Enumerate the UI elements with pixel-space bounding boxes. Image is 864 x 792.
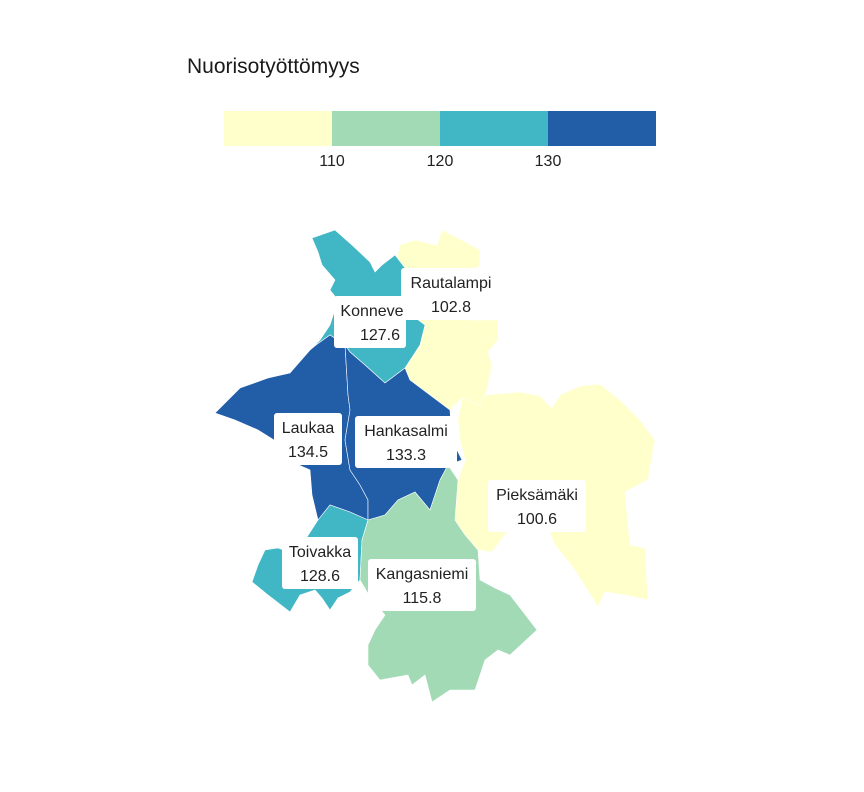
region-value: 115.8 bbox=[403, 590, 442, 607]
region-name: Konneve bbox=[340, 303, 403, 320]
legend-tick-130: 130 bbox=[534, 153, 562, 170]
region-value: 128.6 bbox=[300, 568, 340, 585]
map-title: Nuorisotyöttömyys bbox=[187, 55, 360, 78]
region-name: Laukaa bbox=[282, 420, 335, 437]
region-value: 100.6 bbox=[517, 511, 557, 528]
label-kangasniemi: Kangasniemi 115.8 bbox=[368, 559, 476, 611]
label-hankasalmi: Hankasalmi 133.3 bbox=[355, 416, 457, 468]
label-konnevesi: Konneve 127.6 bbox=[334, 296, 406, 348]
region-name: Kangasniemi bbox=[376, 566, 469, 583]
label-rautalampi: Rautalampi 102.8 bbox=[401, 268, 501, 320]
region-value: 102.8 bbox=[431, 299, 471, 316]
region-value: 134.5 bbox=[288, 444, 328, 461]
label-pieksamaki: Pieksämäki 100.6 bbox=[488, 480, 586, 532]
color-legend bbox=[224, 111, 656, 146]
region-name: Rautalampi bbox=[411, 275, 492, 292]
legend-tick-120: 120 bbox=[426, 153, 454, 170]
legend-tick-110: 110 bbox=[319, 153, 345, 170]
region-name: Toivakka bbox=[289, 544, 351, 561]
region-value: 127.6 bbox=[360, 327, 400, 344]
label-toivakka: Toivakka 128.6 bbox=[282, 537, 358, 589]
legend-bin-4 bbox=[548, 111, 656, 146]
label-laukaa: Laukaa 134.5 bbox=[274, 413, 342, 465]
region-value: 133.3 bbox=[386, 447, 426, 464]
region-name: Hankasalmi bbox=[364, 423, 448, 440]
legend-bin-3 bbox=[440, 111, 548, 146]
legend-bin-2 bbox=[332, 111, 440, 146]
region-name: Pieksämäki bbox=[496, 487, 578, 504]
legend-bin-1 bbox=[224, 111, 332, 146]
